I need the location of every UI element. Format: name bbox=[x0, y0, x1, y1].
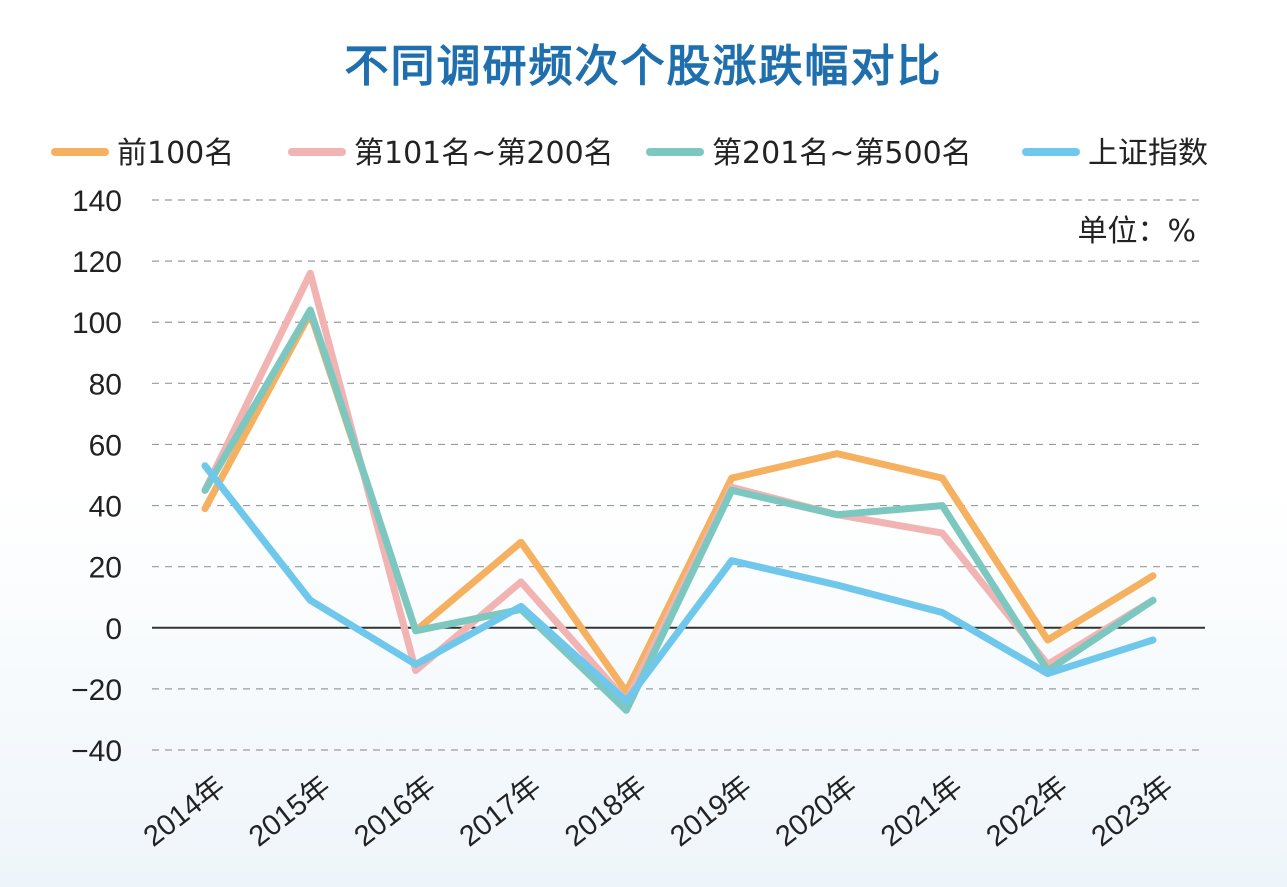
chart-title: 不同调研频次个股涨跌幅对比 bbox=[344, 41, 943, 92]
x-tick-label: 2023年 bbox=[1085, 770, 1179, 854]
legend-label-2: 第101名~第200名 bbox=[354, 136, 614, 171]
x-tick-label: 2022年 bbox=[980, 770, 1074, 854]
y-tick-label: 0 bbox=[105, 613, 122, 646]
unit-label: 单位：% bbox=[1077, 214, 1196, 249]
x-tick-label: 2016年 bbox=[348, 770, 442, 854]
x-axis: 2014年 2015年 2016年 2017年 2018年 2019年 2020年 2021年… bbox=[137, 770, 1179, 854]
y-tick-label: 40 bbox=[89, 491, 122, 524]
y-tick-label: 100 bbox=[72, 307, 122, 340]
x-tick-label: 2015年 bbox=[243, 770, 337, 854]
x-tick-label: 2020年 bbox=[769, 770, 863, 854]
series-line-3 bbox=[201, 306, 1157, 714]
y-tick-label: 20 bbox=[89, 552, 122, 585]
y-axis: 140 120 100 80 60 40 20 0 −20 −40 bbox=[71, 185, 122, 768]
x-tick-label: 2017年 bbox=[453, 770, 547, 854]
legend-label-4: 上证指数 bbox=[1088, 136, 1208, 171]
legend-label-1: 前100名 bbox=[117, 136, 234, 171]
x-tick-label: 2018年 bbox=[559, 770, 653, 854]
x-tick-label: 2014年 bbox=[137, 770, 231, 854]
y-tick-label: 140 bbox=[72, 185, 122, 218]
y-tick-label: −40 bbox=[71, 735, 122, 768]
x-tick-label: 2021年 bbox=[875, 770, 969, 854]
legend: 前100名 第101名~第200名 第201名~第500名 上证指数 bbox=[51, 136, 1208, 171]
legend-label-3: 第201名~第500名 bbox=[712, 136, 972, 171]
y-tick-label: −20 bbox=[71, 674, 122, 707]
gridlines bbox=[152, 199, 1205, 751]
series-line-4 bbox=[201, 462, 1157, 705]
series-group bbox=[201, 269, 1157, 714]
y-tick-label: 80 bbox=[89, 368, 122, 401]
series-line-2 bbox=[201, 269, 1157, 705]
y-tick-label: 60 bbox=[89, 429, 122, 462]
y-tick-label: 120 bbox=[72, 246, 122, 279]
x-tick-label: 2019年 bbox=[664, 770, 758, 854]
